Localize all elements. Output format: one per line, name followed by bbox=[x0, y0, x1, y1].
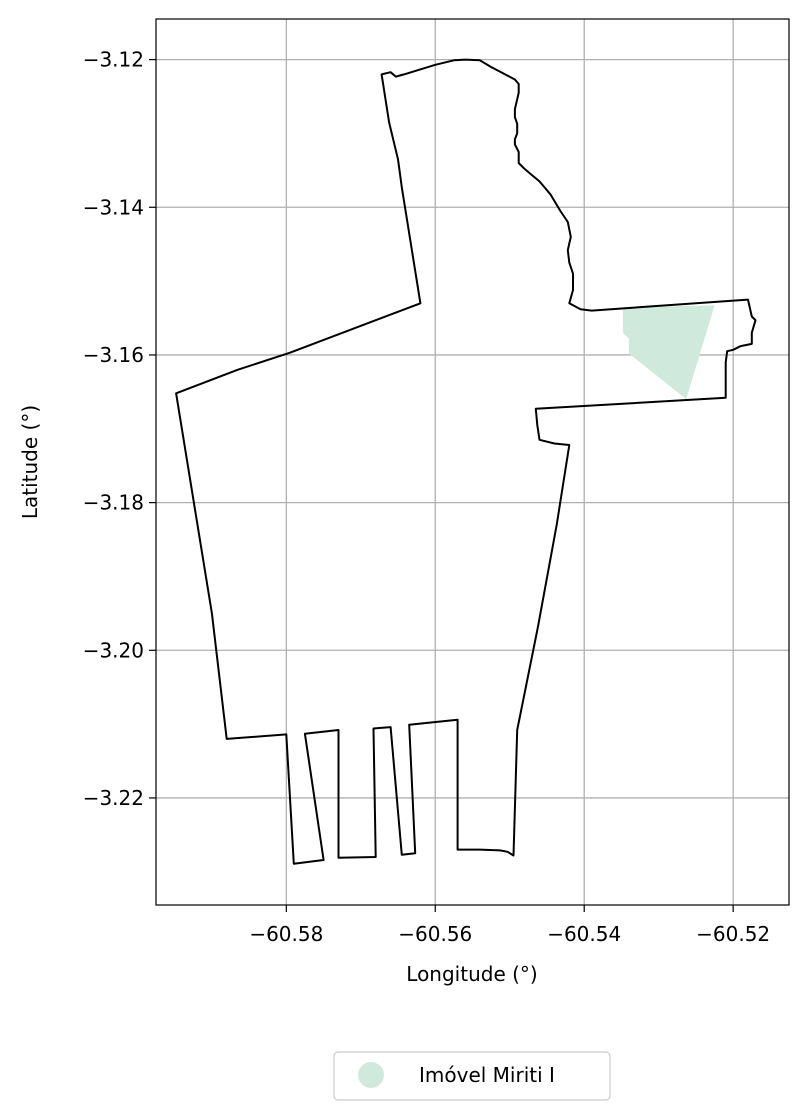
area-imovel-miriti-0 bbox=[622, 305, 715, 400]
x-axis-title: Longitude (°) bbox=[406, 962, 537, 986]
y-tick-label: −3.12 bbox=[83, 48, 144, 72]
y-tick-label: −3.22 bbox=[83, 786, 144, 810]
y-tick-label: −3.18 bbox=[83, 491, 144, 515]
y-tick-label: −3.14 bbox=[83, 195, 144, 219]
y-axis-ticks: −3.12 −3.14 −3.16 −3.18 −3.20 −3.22 bbox=[83, 48, 156, 810]
legend-frame bbox=[333, 1051, 611, 1101]
y-axis-title: Latitude (°) bbox=[18, 405, 42, 519]
x-tick-label: −60.58 bbox=[249, 922, 323, 946]
legend-marker-imovel-miriti bbox=[358, 1062, 384, 1088]
map-features bbox=[175, 58, 757, 865]
boundary-outline bbox=[175, 58, 757, 865]
x-axis-ticks: −60.58 −60.56 −60.54 −60.52 bbox=[249, 905, 770, 946]
legend-label-imovel-miriti: Imóvel Miriti I bbox=[419, 1063, 555, 1087]
legend: Imóvel Miriti I bbox=[333, 1051, 611, 1101]
x-tick-label: −60.56 bbox=[398, 922, 472, 946]
y-tick-label: −3.16 bbox=[83, 343, 144, 367]
x-tick-label: −60.54 bbox=[547, 922, 621, 946]
plot-frame bbox=[155, 18, 790, 906]
y-tick-label: −3.20 bbox=[83, 638, 144, 662]
x-tick-label: −60.52 bbox=[696, 922, 770, 946]
gridlines bbox=[156, 19, 789, 905]
